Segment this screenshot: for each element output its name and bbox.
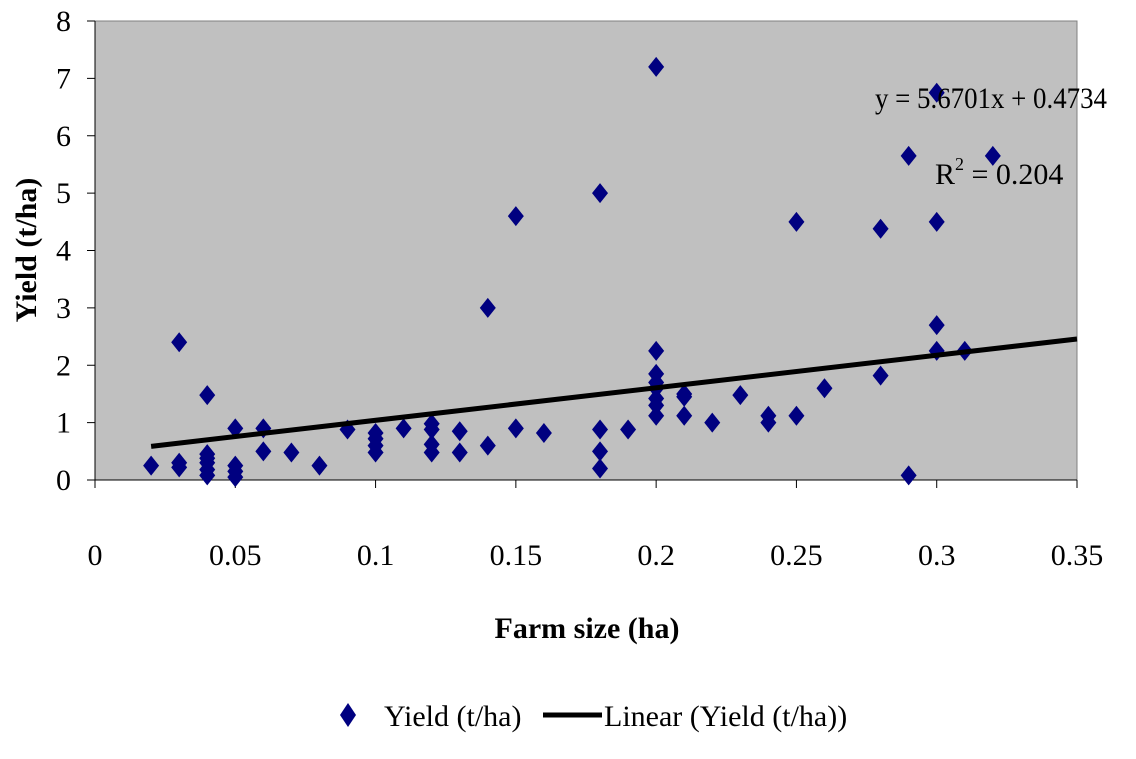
r-squared-prefix: R	[935, 158, 955, 191]
y-axis-title: Yield (t/ha)	[10, 178, 43, 323]
data-point	[451, 442, 468, 463]
x-tick-label: 0.2	[637, 539, 675, 572]
y-tick-label: 8	[56, 5, 71, 38]
data-point	[592, 419, 609, 440]
data-point	[676, 405, 693, 426]
data-point	[423, 419, 440, 440]
data-markers	[143, 56, 1001, 488]
x-tick-label: 0.3	[918, 539, 956, 572]
axes: 0 1 2 3 4 5 6 7 8 0 0.05 0.1 0.15 0.2 0.25 0.3 0.35	[56, 5, 1103, 572]
plot-area	[94, 20, 1078, 481]
x-axis-title: Farm size (ha)	[495, 612, 680, 645]
data-point	[900, 465, 917, 486]
data-point	[872, 218, 889, 239]
x-tick-label: 0	[88, 539, 103, 572]
data-point	[620, 419, 637, 440]
data-point	[928, 211, 945, 232]
data-point	[648, 340, 665, 361]
y-tick-label: 2	[56, 349, 71, 382]
data-point	[283, 442, 300, 463]
data-point	[788, 211, 805, 232]
trendline	[150, 336, 1078, 449]
data-point	[760, 412, 777, 433]
data-point	[984, 145, 1001, 166]
data-point	[479, 297, 496, 318]
data-point	[900, 145, 917, 166]
y-tick-label: 4	[56, 235, 71, 268]
data-point	[676, 386, 693, 407]
data-point	[311, 455, 328, 476]
y-tick-label: 5	[56, 177, 71, 210]
data-point	[395, 418, 412, 439]
data-point	[872, 365, 889, 386]
data-point	[199, 465, 216, 486]
legend: Yield (t/ha) Linear (Yield (t/ha))	[340, 700, 847, 733]
data-point	[928, 82, 945, 103]
legend-diamond-marker	[340, 703, 356, 727]
y-tick-label: 1	[56, 407, 71, 440]
data-point	[227, 467, 244, 488]
data-point	[592, 183, 609, 204]
legend-series-label: Yield (t/ha)	[384, 700, 521, 733]
x-tick-label: 0.15	[490, 539, 543, 572]
data-point	[704, 412, 721, 433]
x-tick-label: 0.25	[770, 539, 823, 572]
data-point	[507, 206, 524, 227]
data-point	[143, 455, 160, 476]
data-point	[648, 56, 665, 77]
data-point	[171, 457, 188, 478]
legend-trendline-label: Linear (Yield (t/ha))	[604, 700, 847, 733]
data-point	[816, 378, 833, 399]
data-point	[592, 441, 609, 462]
y-tick-label: 7	[56, 62, 71, 95]
r-squared-label: R2 = 0.204	[935, 154, 1063, 191]
data-point	[592, 458, 609, 479]
r-squared-superscript: 2	[955, 154, 964, 174]
y-tick-label: 3	[56, 292, 71, 325]
data-point	[507, 418, 524, 439]
data-point	[788, 405, 805, 426]
y-tick-label: 0	[56, 464, 71, 497]
data-point	[732, 385, 749, 406]
data-point	[535, 422, 552, 443]
data-point	[928, 315, 945, 336]
trend-equation: y = 5.6701x + 0.4734	[875, 82, 1107, 115]
data-point	[423, 442, 440, 463]
data-point	[367, 442, 384, 463]
y-tick-label: 6	[56, 120, 71, 153]
data-point	[199, 385, 216, 406]
data-point	[648, 395, 665, 416]
x-tick-label: 0.35	[1051, 539, 1104, 572]
x-tick-label: 0.1	[357, 539, 395, 572]
r-squared-value: = 0.204	[964, 158, 1063, 191]
x-tick-label: 0.05	[209, 539, 262, 572]
data-point	[171, 332, 188, 353]
data-point	[255, 441, 272, 462]
data-point	[451, 421, 468, 442]
data-point	[227, 418, 244, 439]
data-point	[479, 435, 496, 456]
data-point	[648, 405, 665, 426]
